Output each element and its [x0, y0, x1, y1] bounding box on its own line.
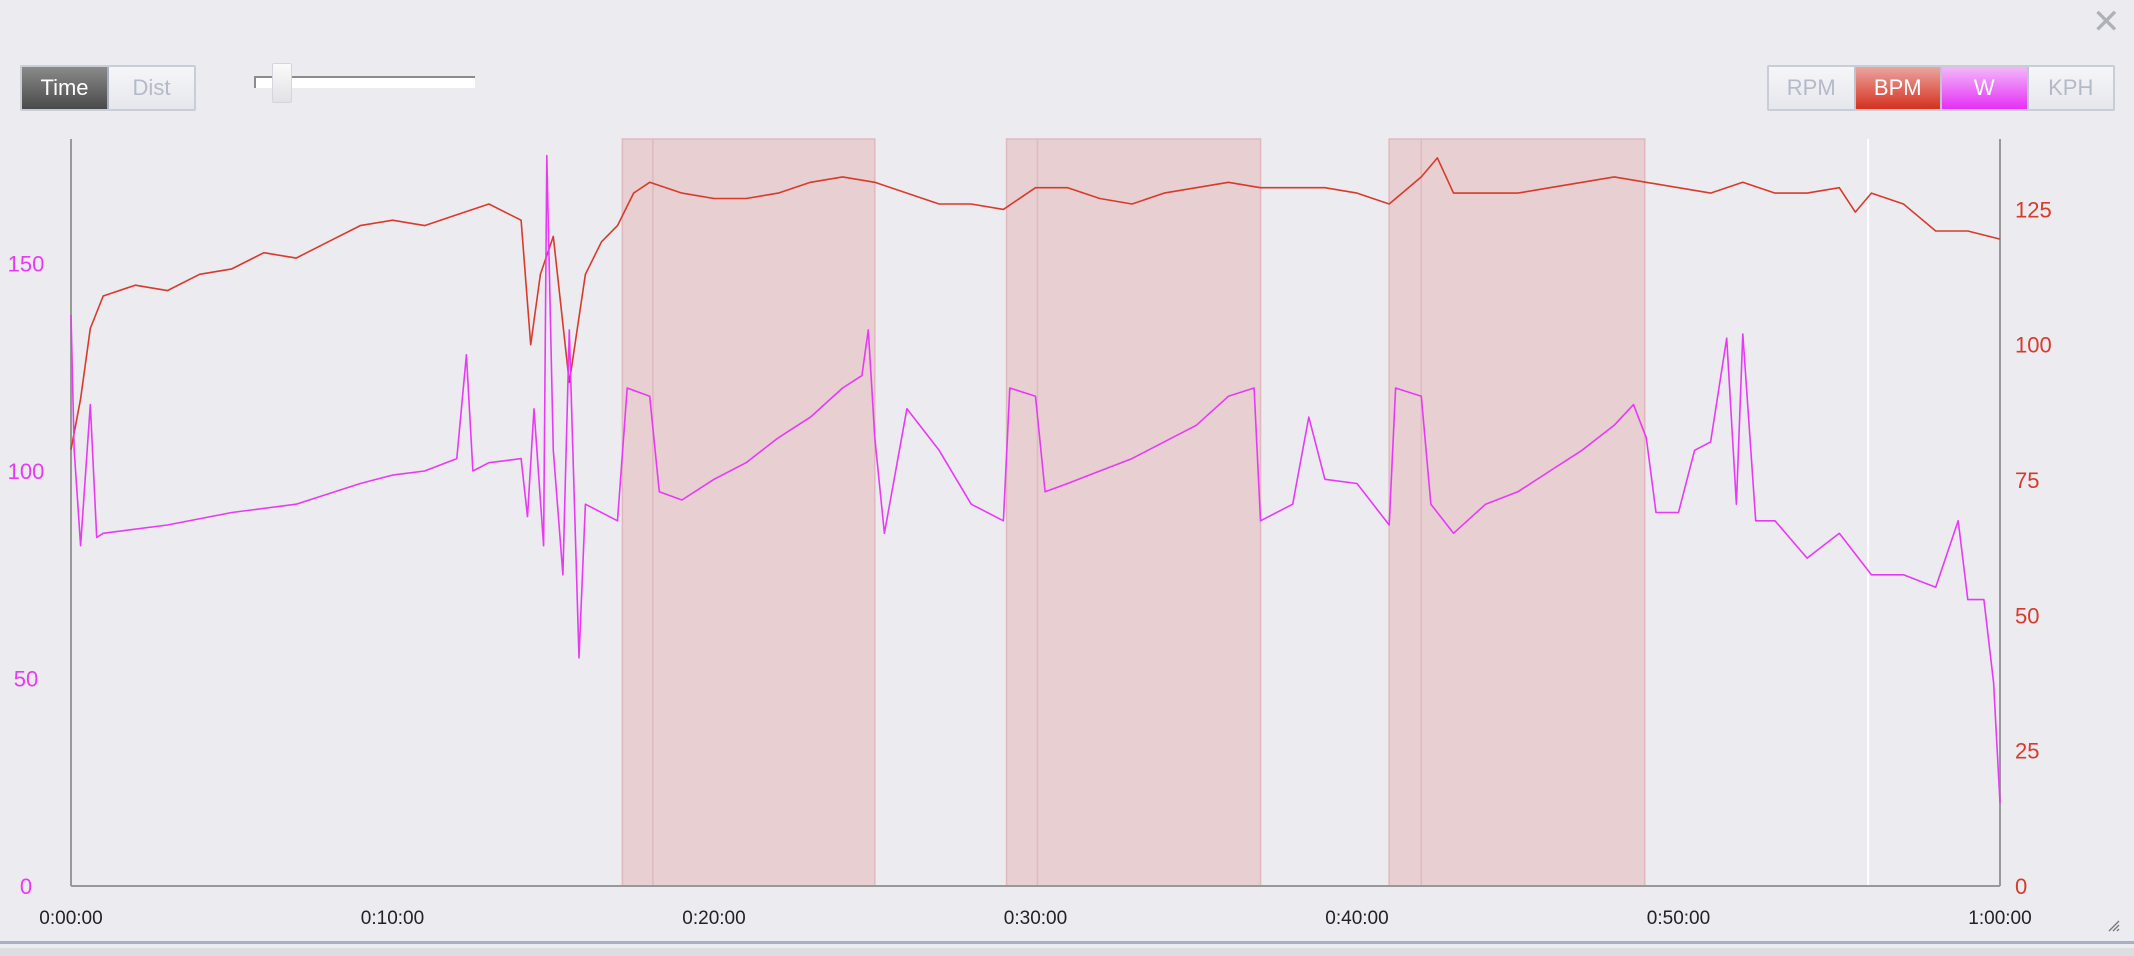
interval-region	[1005, 138, 1262, 887]
status-bar	[0, 948, 2134, 956]
x-tick-label: 1:00:00	[1968, 908, 2031, 929]
right-y-tick-label: 0	[2015, 874, 2027, 899]
right-y-tick-label: 100	[2015, 333, 2052, 358]
time-mode-button[interactable]: Time	[22, 67, 109, 109]
right-y-tick-label: 125	[2015, 197, 2052, 222]
zoom-slider-thumb[interactable]	[272, 63, 292, 103]
x-tick-label: 0:20:00	[682, 908, 745, 929]
divider	[0, 941, 2134, 944]
series-line-w	[70, 154, 2001, 804]
left-y-tick-label: 150	[8, 252, 45, 277]
distance-mode-button[interactable]: Dist	[109, 67, 194, 109]
close-icon[interactable]: ✕	[2092, 3, 2121, 41]
x-tick-label: 0:40:00	[1325, 908, 1388, 929]
x-tick-label: 0:50:00	[1647, 908, 1710, 929]
resize-grip-icon[interactable]	[2104, 916, 2120, 932]
zoom-slider-track[interactable]	[254, 76, 475, 88]
series-line-bpm	[70, 157, 2001, 450]
x-mode-toggle: Time Dist	[20, 65, 196, 111]
x-tick-label: 0:30:00	[1004, 908, 1067, 929]
right-y-tick-label: 25	[2015, 739, 2039, 764]
kph-toggle-button[interactable]: KPH	[2028, 67, 2113, 109]
interval-region	[621, 138, 876, 887]
rpm-toggle-button[interactable]: RPM	[1769, 67, 1856, 109]
watts-toggle-button[interactable]: W	[1942, 67, 2029, 109]
left-y-tick-label: 100	[8, 459, 45, 484]
right-y-tick-label: 50	[2015, 603, 2039, 628]
x-tick-label: 0:10:00	[361, 908, 424, 929]
x-tick-label: 0:00:00	[39, 908, 102, 929]
series-toggle-group: RPM BPM W KPH	[1767, 65, 2115, 111]
bpm-toggle-button[interactable]: BPM	[1855, 67, 1942, 109]
left-y-tick-label: 50	[14, 667, 38, 692]
right-y-tick-label: 75	[2015, 468, 2039, 493]
left-y-tick-label: 0	[20, 874, 32, 899]
interval-region	[1388, 138, 1646, 887]
